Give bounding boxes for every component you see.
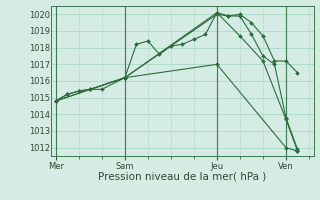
X-axis label: Pression niveau de la mer( hPa ): Pression niveau de la mer( hPa ) bbox=[98, 172, 267, 182]
